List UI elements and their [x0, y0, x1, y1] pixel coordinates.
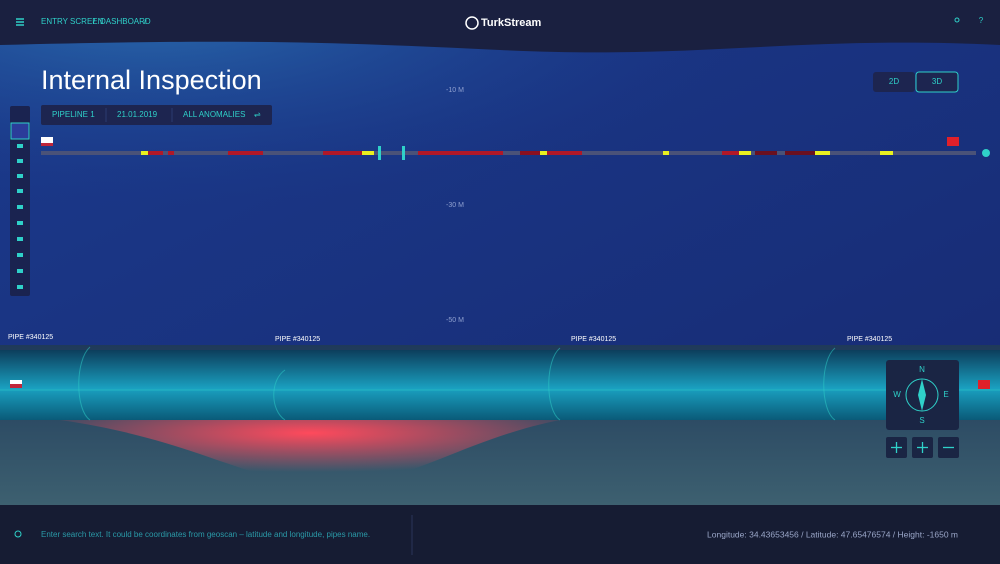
breadcrumb-separator: /	[93, 17, 96, 26]
tool[interactable]	[17, 237, 23, 241]
tool[interactable]	[17, 221, 23, 225]
filter[interactable]: ALL ANOMALIES	[183, 110, 245, 119]
depth-label: -30 M	[446, 202, 464, 209]
breadcrumb-item[interactable]: DASHBOARD	[100, 17, 151, 26]
compass-label: N	[919, 365, 925, 374]
logo-icon	[465, 16, 479, 30]
button-icons	[891, 442, 954, 453]
compass-label: E	[943, 390, 948, 399]
glow	[0, 0, 1000, 345]
tool[interactable]	[17, 205, 23, 209]
tool[interactable]	[17, 144, 23, 148]
toolbar	[10, 106, 30, 296]
toggle-3d[interactable]	[915, 71, 959, 93]
compass-label: W	[893, 390, 901, 399]
search-icon[interactable]	[14, 530, 22, 538]
breadcrumb-separator: /	[144, 17, 147, 26]
filter[interactable]: 21.01.2019	[117, 110, 158, 119]
toggle-label[interactable]: 2D	[889, 77, 899, 86]
range-handle[interactable]	[378, 146, 381, 160]
pipe-label: PIPE #340125	[847, 336, 892, 343]
pipe-label: PIPE #340125	[571, 336, 616, 343]
anomaly-track	[41, 137, 990, 160]
logo: TurkStream	[481, 17, 542, 29]
breadcrumb-item[interactable]: ENTRY SCREEN	[41, 17, 104, 26]
flag	[10, 380, 22, 384]
filter-bar	[41, 105, 272, 125]
tool[interactable]	[17, 159, 23, 163]
tool[interactable]	[17, 285, 23, 289]
menu-button[interactable]	[16, 18, 24, 26]
compass-needle	[918, 379, 926, 411]
search-input[interactable]: Enter search text. It could be coordinat…	[41, 530, 370, 539]
footer-bg	[0, 505, 1000, 564]
anomaly-glow	[60, 420, 560, 485]
coordinates: Longitude: 34.43653456 / Latitude: 47.65…	[707, 529, 958, 539]
toggle-label[interactable]: 3D	[932, 77, 942, 86]
compass-label: S	[919, 416, 924, 425]
flag	[978, 380, 990, 389]
tool[interactable]	[17, 253, 23, 257]
tool[interactable]	[17, 189, 23, 193]
pipe	[0, 350, 1000, 420]
tool[interactable]	[17, 269, 23, 273]
user-icon[interactable]	[954, 17, 960, 23]
pipe-label: PIPE #340125	[275, 336, 320, 343]
toggle-2d[interactable]	[873, 72, 915, 92]
pipe-label: PIPE #340125	[8, 334, 53, 341]
depth-label: -50 M	[446, 317, 464, 324]
help-icon[interactable]: ?	[979, 16, 984, 25]
flag	[10, 384, 22, 388]
tools	[17, 144, 23, 289]
depth-label: -10 M	[446, 87, 464, 94]
tool-active[interactable]	[10, 122, 30, 140]
page-title: Internal Inspection	[41, 65, 262, 95]
range-handle[interactable]	[402, 146, 405, 160]
header-bg	[0, 0, 1000, 53]
tool[interactable]	[17, 174, 23, 178]
filter-icon[interactable]: ⇌	[254, 110, 261, 119]
filter[interactable]: PIPELINE 1	[52, 110, 95, 119]
pipe-joints	[0, 346, 1000, 421]
